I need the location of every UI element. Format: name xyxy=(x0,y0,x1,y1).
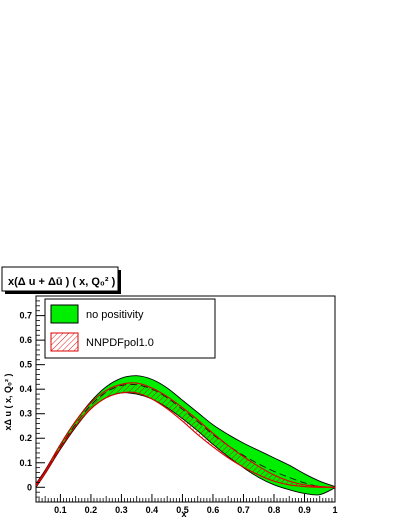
legend-swatch-nnpdfpol xyxy=(50,332,79,352)
legend: no positivity NNPDFpol1.0 xyxy=(44,298,216,359)
x-tick-label: 1 xyxy=(332,505,337,515)
x-axis-title: x xyxy=(181,509,186,519)
legend-label-no-positivity: no positivity xyxy=(86,309,144,321)
axes-layer: 0.1 0.2 0.3 0.4 0.5 0.6 0.7 0.8 0.9 1 0 0.1 0.2 0.3 0.… xyxy=(19,300,338,515)
y-tick-label: 0.7 xyxy=(19,311,32,321)
y-tick-label: 0.1 xyxy=(19,458,32,468)
legend-swatch-no-positivity xyxy=(50,304,79,324)
x-tick-label: 0.5 xyxy=(176,505,189,515)
y-tick-label: 0.6 xyxy=(19,335,32,345)
band-no-positivity xyxy=(36,375,335,495)
y-tick-label: 0.5 xyxy=(19,360,32,370)
x-tick-label: 0.1 xyxy=(54,505,67,515)
y-tick-label: 0.2 xyxy=(19,433,32,443)
y-tick-label: 0 xyxy=(27,482,32,492)
x-tick-label: 0.7 xyxy=(237,505,250,515)
x-tick-label: 0.6 xyxy=(207,505,220,515)
x-tick-label: 0.8 xyxy=(268,505,281,515)
band-nnpdfpol-upper-edge xyxy=(36,382,335,488)
title-box xyxy=(1,266,119,292)
legend-label-nnpdfpol: NNPDFpol1.0 xyxy=(86,337,154,349)
x-tick-label: 0.9 xyxy=(298,505,311,515)
y-axis-title: xΔ u ( x, Q₀² ) xyxy=(3,373,13,430)
x-tick-label: 0.4 xyxy=(146,505,159,515)
x-tick-label: 0.2 xyxy=(85,505,98,515)
x-tick-label: 0.3 xyxy=(115,505,128,515)
bands-layer xyxy=(36,375,335,496)
y-tick-label: 0.4 xyxy=(19,384,32,394)
y-tick-label: 0.3 xyxy=(19,409,32,419)
chart-title: x(Δ u + Δū ) ( x, Q₀² ) xyxy=(8,276,116,288)
band-nnpdfpol-lower-edge xyxy=(36,391,335,488)
